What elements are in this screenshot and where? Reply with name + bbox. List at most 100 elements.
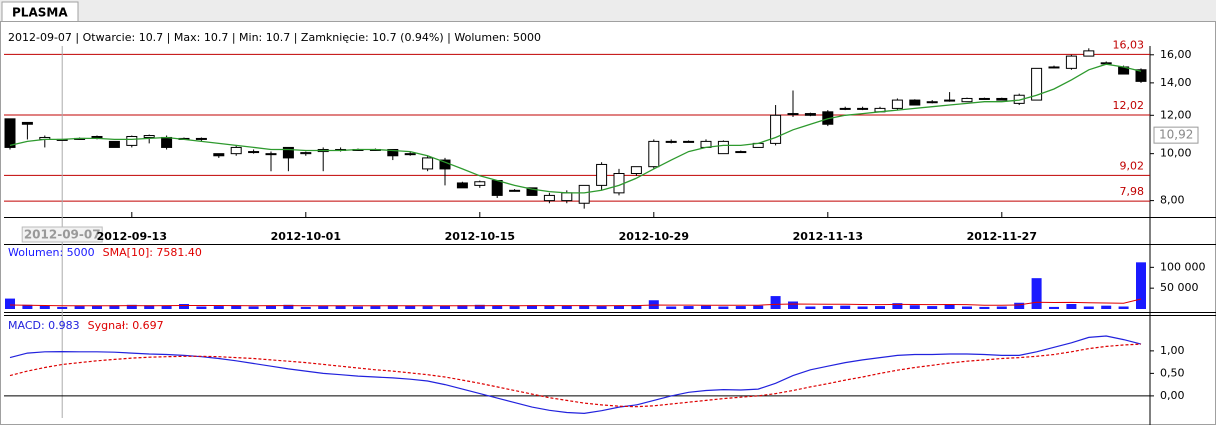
ref-label: 16,03 (1113, 38, 1145, 51)
volume-bar (1118, 306, 1129, 309)
volume-bar (231, 305, 242, 309)
legend-entry: MACD: 0.983 (8, 319, 80, 332)
legend-entry: SMA[10]: 7581.40 (103, 246, 202, 259)
macd-line (9, 343, 1142, 408)
candle-body (770, 114, 782, 144)
candle-body (248, 151, 260, 154)
candle-body (630, 166, 642, 174)
candle-body (1135, 69, 1147, 82)
x-tick-label: 2012-10-01 (271, 230, 341, 243)
volume-bar (822, 306, 833, 309)
y-tick-label: 12,00 (1160, 108, 1192, 121)
candle-body (665, 140, 677, 143)
volume-bar (544, 305, 555, 309)
y-tick-label: 100 000 (1160, 260, 1206, 273)
volume-bar (840, 305, 851, 309)
volume-bar (944, 304, 955, 309)
volume-bar (1136, 262, 1146, 309)
candle-body (578, 184, 590, 204)
volume-bar (788, 301, 798, 309)
candle-body (491, 180, 503, 196)
candle-body (526, 187, 538, 196)
volume-bar (179, 304, 189, 309)
x-tick-label: 2012-11-13 (793, 230, 863, 243)
volume-bar (1014, 302, 1025, 309)
y-tick-label: 0,50 (1160, 366, 1185, 379)
volume-bar (266, 305, 276, 309)
volume-bar (109, 305, 120, 309)
volume-bar (213, 306, 224, 309)
volume-bar (561, 305, 572, 309)
volume-bar (39, 305, 50, 309)
candle-body (857, 107, 869, 110)
volume-bar (927, 306, 938, 309)
volume-bar (1031, 278, 1042, 309)
candle-body (108, 140, 120, 148)
volume-bar (144, 305, 155, 309)
volume-bar (5, 298, 15, 309)
candle-body (613, 172, 625, 194)
sma-line (9, 63, 1142, 194)
volume-bar (857, 306, 868, 309)
y-tick-label: 8,00 (1160, 194, 1185, 207)
volume-bar (718, 306, 729, 309)
candle-body (4, 118, 16, 148)
candle-body (787, 113, 799, 116)
candle-body (683, 140, 695, 143)
candle-body (543, 194, 555, 202)
candle-body (944, 99, 956, 102)
volume-bar (909, 305, 920, 309)
volume-bar (579, 305, 590, 309)
volume-bar (1101, 305, 1112, 309)
volume-bar (22, 304, 33, 309)
volume-bar (596, 306, 607, 309)
x-tick-label: 2012-10-15 (445, 230, 515, 243)
tab-strip (0, 0, 1216, 22)
volume-bar (126, 304, 137, 309)
candle-body (422, 157, 434, 170)
last-price-box (1153, 126, 1199, 144)
volume-bar (474, 304, 485, 309)
candle-body (839, 107, 851, 110)
volume-bar (753, 305, 764, 309)
volume-bar (387, 305, 398, 309)
legend-entry: Sygnał: 0.697 (88, 319, 164, 332)
candle-body (596, 163, 608, 186)
volume-bar (666, 306, 677, 309)
volume-bar (196, 306, 207, 309)
y-tick-label: 16,00 (1160, 48, 1192, 61)
volume-bar (996, 306, 1007, 309)
candle-body (648, 140, 660, 168)
candle-body (265, 153, 277, 156)
volume-bar (979, 306, 990, 309)
volume-bar (770, 296, 781, 309)
candle-body (404, 153, 416, 156)
volume-bar (492, 305, 503, 309)
volume-bar (74, 306, 85, 309)
candle-body (300, 152, 312, 155)
sma-line (9, 298, 1142, 307)
y-tick-label: 0,00 (1160, 389, 1185, 402)
volume-bar (631, 305, 642, 309)
candle-body (961, 97, 973, 103)
volume-bar (457, 305, 468, 309)
info-line: 2012-09-07 | Otwarcie: 10.7 | Max: 10.7 … (8, 31, 541, 44)
candle-body (978, 97, 990, 100)
candle-body (230, 146, 242, 155)
tab-label[interactable]: PLASMA (12, 6, 68, 20)
y-tick-label: 1,00 (1160, 344, 1185, 357)
candle-body (804, 113, 816, 116)
volume-bar (300, 306, 311, 309)
volume-bar (318, 306, 329, 309)
ref-label: 7,98 (1120, 185, 1145, 198)
volume-bar (248, 306, 259, 309)
volume-bar (1083, 306, 1094, 309)
candle-body (456, 182, 468, 189)
candle-body (717, 140, 729, 155)
candle-body (1031, 67, 1043, 101)
volume-bar (962, 306, 972, 309)
ref-label: 12,02 (1113, 99, 1145, 112)
y-tick-label: 14,00 (1160, 76, 1192, 89)
